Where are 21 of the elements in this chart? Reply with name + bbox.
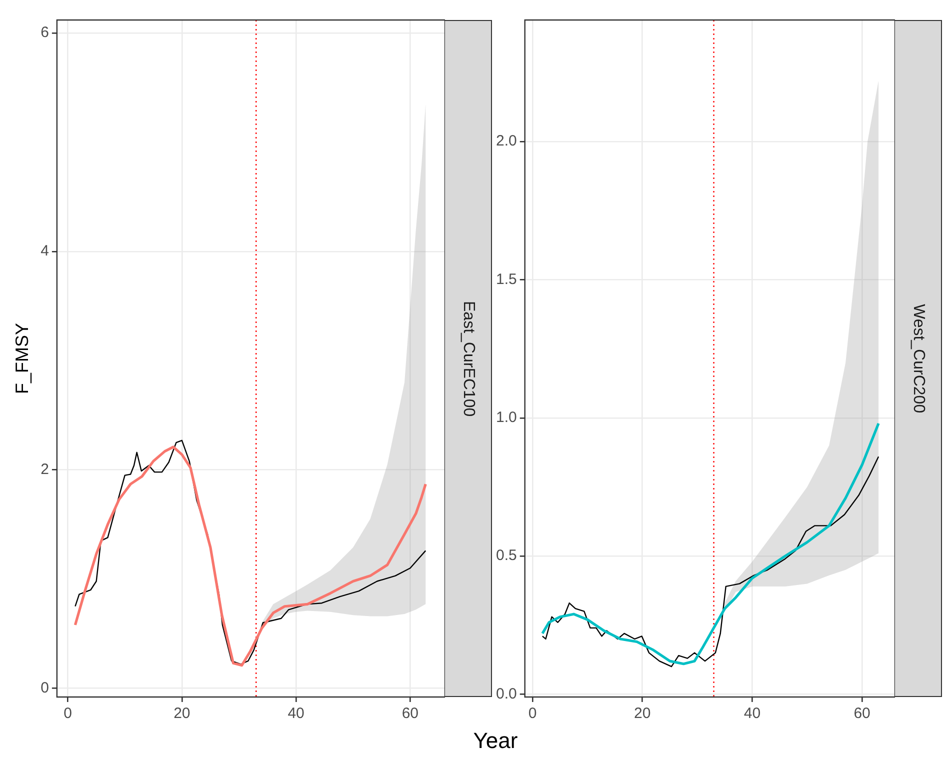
- y-tick-label: 4: [40, 242, 49, 260]
- x-tick-label: 60: [402, 705, 419, 722]
- y-tick-label: 0: [40, 679, 49, 696]
- x-tick-label: 0: [528, 705, 537, 722]
- x-tick-label: 40: [744, 705, 761, 722]
- x-tick-label: 40: [288, 705, 304, 722]
- y-tick-label: 0.0: [496, 685, 517, 702]
- text: West_CurC200: [909, 304, 927, 414]
- y-tick-label: 6: [40, 24, 49, 42]
- x-tick-label: 0: [64, 705, 72, 722]
- y-tick-label: 1.5: [496, 270, 517, 288]
- y-tick-label: 2: [40, 461, 49, 478]
- y-axis-title: F_FMSY: [12, 322, 32, 394]
- y-tick-label: 1.0: [496, 409, 517, 426]
- x-tick-label: 20: [634, 705, 651, 722]
- y-tick-label: 2.0: [496, 132, 517, 150]
- x-axis-title: Year: [472, 728, 519, 754]
- y-tick-label: 0.5: [496, 547, 517, 564]
- x-tick-label: 20: [174, 705, 190, 722]
- x-tick-label: 60: [854, 705, 870, 722]
- text: East_CurEC100: [459, 300, 477, 416]
